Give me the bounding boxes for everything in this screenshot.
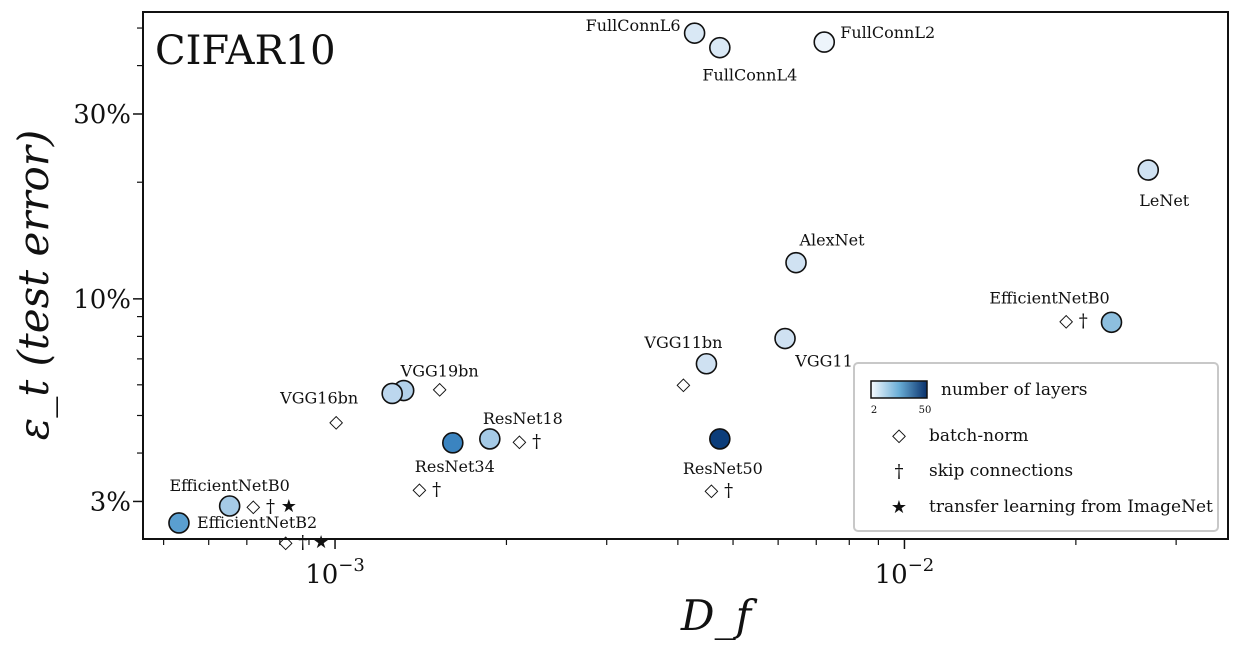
point-label-resnet34: ResNet34 bbox=[415, 457, 495, 476]
point-efficientnetb2 bbox=[168, 512, 190, 534]
point-label-resnet50: ResNet50 bbox=[683, 459, 763, 478]
point-markers-efficientnetb0: ◇ † bbox=[1059, 310, 1088, 331]
point-resnet34 bbox=[442, 432, 464, 454]
point-fullconnl6 bbox=[683, 22, 706, 44]
point-label-resnet18: ResNet18 bbox=[483, 409, 563, 428]
point-markers: ◇ † ◇ ◇ ◇ ◇ † ◇ † ◇ † ◇ † ★ ◇ † ★ bbox=[246, 310, 1087, 553]
point-fullconnl2 bbox=[813, 31, 836, 53]
legend-skip-label: skip connections bbox=[929, 461, 1073, 481]
point-label-efficientnetb0: EfficientNetB0 bbox=[989, 288, 1109, 307]
colorbar-max-label: 50 bbox=[919, 405, 932, 416]
point-label-vgg19bn: VGG19bn bbox=[400, 362, 479, 381]
point-efficientnetb0 bbox=[1100, 311, 1123, 334]
colorbar bbox=[870, 380, 928, 399]
point-label-fullconnl2: FullConnL2 bbox=[840, 23, 935, 42]
point-lenet bbox=[1137, 159, 1160, 181]
star-icon: ★ bbox=[891, 497, 907, 518]
point-markers-vgg16bn: ◇ bbox=[329, 411, 343, 432]
y-axis-ticks: 3% 10% 30% bbox=[73, 27, 143, 517]
point-label-fullconnl4: FullConnL4 bbox=[702, 66, 797, 85]
y-tick-label: 10% bbox=[73, 285, 131, 315]
point-label-alexnet: AlexNet bbox=[798, 231, 865, 250]
data-points: FullConnL6 FullConnL4 FullConnL2 LeNet AlexN… bbox=[168, 16, 1190, 534]
colorbar-min-label: 2 bbox=[871, 405, 877, 416]
point-label-lenet: LeNet bbox=[1139, 191, 1190, 210]
point-resnet18 bbox=[479, 428, 501, 450]
point-vgg11 bbox=[774, 327, 796, 350]
legend-box bbox=[853, 362, 1219, 532]
point-vgg11bn bbox=[695, 352, 718, 375]
point-label-efficientnetb0: EfficientNetB0 bbox=[169, 476, 289, 495]
point-markers-resnet34: ◇ † bbox=[413, 479, 442, 500]
point-alexnet bbox=[785, 251, 807, 274]
point-markers-vgg11bn: ◇ bbox=[677, 374, 691, 395]
point-markers-vgg19bn: ◇ bbox=[433, 379, 447, 400]
y-tick-label: 30% bbox=[73, 100, 131, 130]
point-label-vgg16bn: VGG16bn bbox=[279, 388, 358, 407]
x-axis-label: D_f bbox=[680, 591, 758, 640]
point-markers-efficientnetb0: ◇ † ★ bbox=[246, 496, 296, 517]
x-tick-label: 10−2 bbox=[875, 555, 935, 590]
legend-batch-norm-label: batch-norm bbox=[929, 426, 1029, 446]
point-markers-efficientnetb2: ◇ † ★ bbox=[279, 532, 329, 553]
point-label-fullconnl6: FullConnL6 bbox=[586, 16, 681, 35]
point-resnet50 bbox=[709, 428, 731, 450]
y-tick-label: 3% bbox=[90, 487, 131, 517]
x-axis-ticks: 10−3 10−2 bbox=[163, 539, 1177, 590]
point-label-efficientnetb2: EfficientNetB2 bbox=[197, 513, 317, 532]
y-axis-label: ε_t (test error) bbox=[9, 130, 58, 440]
colorbar-label: number of layers bbox=[941, 380, 1088, 400]
point-vgg16bn bbox=[381, 382, 403, 405]
x-tick-label: 10−3 bbox=[305, 555, 365, 590]
point-label-vgg11bn: VGG11bn bbox=[643, 333, 722, 352]
point-markers-resnet18: ◇ † bbox=[513, 431, 542, 452]
point-fullconnl4 bbox=[709, 36, 731, 59]
point-label-vgg11: VGG11 bbox=[794, 352, 852, 371]
batch-norm-icon: ◇ bbox=[892, 425, 906, 446]
point-markers-resnet50: ◇ † bbox=[705, 480, 734, 501]
skip-connection-icon: † bbox=[895, 461, 904, 482]
legend: 2 50 number of layers ◇ batch-norm † ski… bbox=[853, 362, 1219, 532]
legend-transfer-label: transfer learning from ImageNet bbox=[929, 497, 1213, 517]
chart-title: CIFAR10 bbox=[155, 28, 336, 74]
point-efficientnetb0 bbox=[218, 495, 241, 517]
